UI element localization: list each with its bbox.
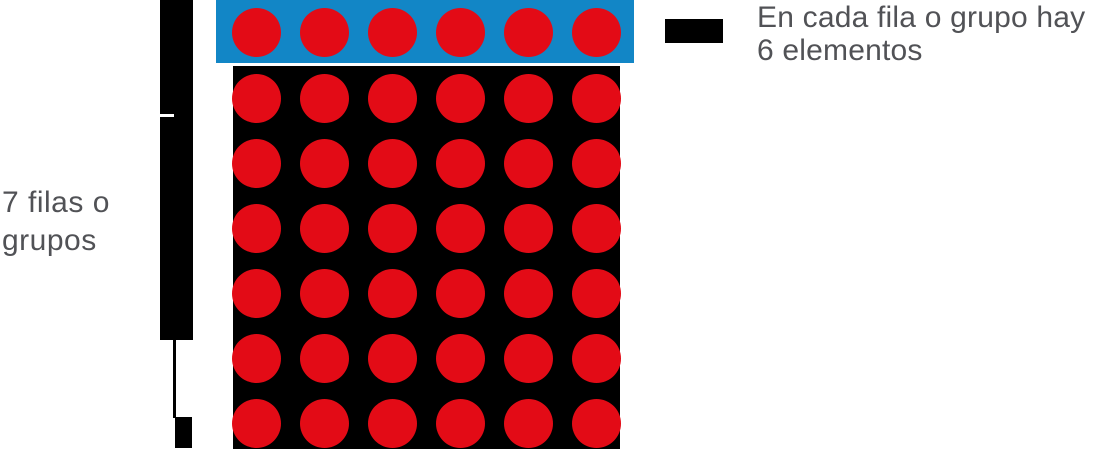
rows-count-label: 7 filas o grupos <box>2 184 110 260</box>
dot <box>571 203 621 253</box>
dot <box>503 268 553 318</box>
rows-count-label-line1: 7 filas o <box>2 186 110 219</box>
dot <box>367 7 417 57</box>
dot <box>435 203 485 253</box>
row-dash-swatch-icon <box>665 19 723 43</box>
dot <box>299 138 349 188</box>
dot-grid-background <box>233 66 620 449</box>
dot <box>503 138 553 188</box>
dot <box>299 268 349 318</box>
dot <box>503 333 553 383</box>
dot <box>231 398 281 448</box>
dot <box>231 138 281 188</box>
dot <box>231 73 281 123</box>
highlighted-row-band <box>216 0 634 63</box>
dot <box>299 333 349 383</box>
dot <box>231 333 281 383</box>
dot <box>231 268 281 318</box>
dot <box>571 73 621 123</box>
dot <box>299 7 349 57</box>
rows-count-label-line2: grupos <box>2 224 97 257</box>
dot <box>367 268 417 318</box>
dot <box>435 73 485 123</box>
dot <box>503 203 553 253</box>
dot <box>435 7 485 57</box>
dot <box>503 398 553 448</box>
dot <box>571 7 621 57</box>
dot <box>299 73 349 123</box>
dot <box>367 333 417 383</box>
dot <box>503 7 553 57</box>
dot <box>367 73 417 123</box>
dot <box>299 398 349 448</box>
dot <box>571 333 621 383</box>
dot <box>571 138 621 188</box>
rows-bracket-notch <box>160 114 174 117</box>
dot <box>367 203 417 253</box>
rows-bracket-line <box>173 340 176 418</box>
dot <box>503 73 553 123</box>
legend-label: En cada fila o grupo hay 6 elementos <box>757 1 1085 67</box>
dot <box>571 398 621 448</box>
dot <box>571 268 621 318</box>
dot <box>231 7 281 57</box>
dot <box>299 203 349 253</box>
dot <box>435 138 485 188</box>
rows-bracket-bar <box>160 0 193 340</box>
dot <box>367 138 417 188</box>
legend-label-line1: En cada fila o grupo hay <box>757 1 1086 34</box>
legend-label-line2: 6 elementos <box>757 34 923 67</box>
rows-bracket-foot <box>175 417 192 448</box>
dot <box>231 203 281 253</box>
dot <box>435 268 485 318</box>
dot <box>367 398 417 448</box>
dot <box>435 398 485 448</box>
dot <box>435 333 485 383</box>
